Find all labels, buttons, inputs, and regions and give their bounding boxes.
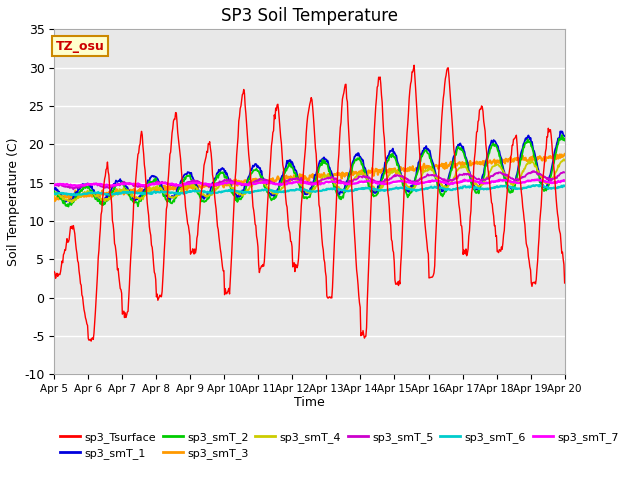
sp3_smT_6: [561, 183, 568, 189]
sp3_smT_6: [536, 182, 543, 188]
sp3_smT_4: [113, 190, 120, 196]
X-axis label: Time: Time: [294, 396, 324, 408]
sp3_smT_3: [51, 194, 58, 200]
Line: sp3_smT_3: sp3_smT_3: [54, 154, 564, 201]
Legend: sp3_Tsurface, sp3_smT_1, sp3_smT_2, sp3_smT_3, sp3_smT_4, sp3_smT_5, sp3_smT_6, : sp3_Tsurface, sp3_smT_1, sp3_smT_2, sp3_…: [60, 432, 619, 459]
Line: sp3_smT_1: sp3_smT_1: [54, 132, 564, 203]
sp3_Tsurface: [372, 103, 380, 109]
sp3_smT_1: [51, 186, 58, 192]
sp3_smT_4: [191, 184, 199, 190]
sp3_smT_6: [191, 188, 199, 194]
sp3_smT_3: [51, 198, 59, 204]
sp3_smT_3: [164, 188, 172, 193]
sp3_smT_4: [51, 191, 58, 197]
sp3_Tsurface: [561, 280, 568, 286]
sp3_Tsurface: [387, 222, 394, 228]
sp3_smT_5: [191, 179, 199, 185]
sp3_Tsurface: [191, 250, 199, 256]
sp3_smT_2: [372, 193, 380, 199]
sp3_smT_3: [372, 166, 380, 172]
sp3_Tsurface: [87, 338, 95, 344]
sp3_smT_4: [60, 194, 67, 200]
sp3_smT_1: [98, 200, 106, 206]
sp3_smT_4: [68, 200, 76, 205]
sp3_smT_6: [71, 192, 79, 198]
sp3_smT_5: [372, 179, 380, 184]
sp3_smT_1: [191, 180, 199, 185]
sp3_Tsurface: [410, 62, 418, 68]
sp3_smT_2: [164, 198, 172, 204]
sp3_smT_5: [531, 168, 538, 174]
sp3_smT_4: [561, 157, 568, 163]
sp3_Tsurface: [164, 173, 172, 179]
sp3_smT_1: [561, 133, 568, 139]
sp3_smT_3: [191, 187, 199, 193]
sp3_smT_3: [387, 166, 394, 172]
sp3_smT_5: [60, 183, 67, 189]
Y-axis label: Soil Temperature (C): Soil Temperature (C): [7, 138, 20, 266]
sp3_smT_2: [51, 189, 58, 194]
Line: sp3_smT_4: sp3_smT_4: [54, 159, 564, 203]
sp3_smT_6: [51, 191, 58, 197]
sp3_smT_6: [164, 190, 172, 195]
Line: sp3_smT_7: sp3_smT_7: [54, 180, 564, 186]
sp3_smT_2: [60, 201, 67, 206]
sp3_smT_5: [51, 183, 58, 189]
sp3_smT_7: [68, 183, 76, 189]
sp3_smT_6: [113, 191, 120, 197]
sp3_smT_6: [387, 187, 394, 192]
sp3_smT_7: [60, 181, 67, 187]
sp3_smT_5: [70, 187, 77, 192]
sp3_smT_7: [191, 180, 199, 186]
Line: sp3_smT_6: sp3_smT_6: [54, 185, 564, 195]
sp3_smT_6: [60, 190, 67, 196]
sp3_smT_6: [372, 187, 380, 192]
sp3_smT_2: [191, 183, 199, 189]
sp3_Tsurface: [60, 252, 67, 258]
sp3_smT_3: [113, 186, 120, 192]
sp3_smT_7: [164, 181, 172, 187]
sp3_smT_7: [372, 180, 380, 186]
Title: SP3 Soil Temperature: SP3 Soil Temperature: [221, 7, 398, 25]
sp3_smT_1: [113, 179, 120, 184]
sp3_smT_4: [560, 156, 568, 162]
sp3_smT_3: [561, 151, 568, 157]
sp3_smT_4: [164, 192, 172, 197]
sp3_smT_1: [60, 195, 67, 201]
sp3_smT_2: [558, 132, 566, 138]
sp3_smT_7: [534, 177, 541, 182]
sp3_smT_1: [387, 148, 394, 154]
sp3_smT_7: [113, 182, 120, 188]
sp3_smT_2: [113, 181, 120, 187]
sp3_smT_1: [164, 196, 172, 202]
sp3_smT_7: [51, 182, 58, 188]
sp3_smT_5: [561, 169, 568, 175]
sp3_smT_2: [65, 204, 72, 209]
sp3_smT_5: [113, 182, 120, 188]
sp3_smT_5: [387, 176, 394, 181]
sp3_smT_1: [558, 129, 566, 134]
Line: sp3_smT_5: sp3_smT_5: [54, 171, 564, 190]
sp3_smT_2: [387, 152, 394, 158]
sp3_smT_7: [387, 180, 394, 186]
sp3_smT_7: [561, 178, 568, 183]
sp3_smT_2: [561, 137, 568, 143]
sp3_Tsurface: [113, 255, 120, 261]
Line: sp3_Tsurface: sp3_Tsurface: [54, 65, 564, 341]
Text: TZ_osu: TZ_osu: [56, 40, 104, 53]
sp3_smT_1: [372, 190, 380, 195]
sp3_smT_4: [387, 169, 394, 175]
Line: sp3_smT_2: sp3_smT_2: [54, 135, 564, 206]
sp3_smT_4: [372, 187, 380, 193]
sp3_smT_3: [60, 194, 68, 200]
sp3_Tsurface: [51, 269, 58, 275]
sp3_smT_5: [164, 181, 172, 187]
